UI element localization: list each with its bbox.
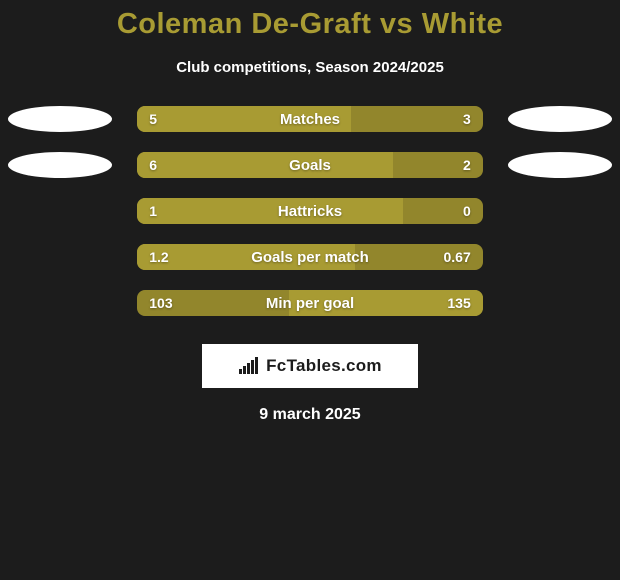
player-right-badge [508, 152, 612, 178]
stat-bar: 1 Hattricks 0 [137, 198, 483, 224]
stat-right-value: 0.67 [444, 244, 471, 270]
stat-bar: 103 Min per goal 135 [137, 290, 483, 316]
stat-right-value: 0 [463, 198, 471, 224]
bar-chart-icon [238, 357, 260, 375]
subtitle: Club competitions, Season 2024/2025 [176, 59, 444, 76]
comparison-rows: 5 Matches 3 6 Goals 2 1 Hattri [0, 106, 620, 336]
brand-box: FcTables.com [202, 344, 418, 388]
brand-text: FcTables.com [266, 356, 382, 376]
stat-row: 5 Matches 3 [0, 106, 620, 132]
infographic-container: Coleman De-Graft vs White Club competiti… [0, 0, 620, 424]
brand-text-prefix: Fc [266, 356, 286, 375]
stat-row: 6 Goals 2 [0, 152, 620, 178]
stat-bar: 5 Matches 3 [137, 106, 483, 132]
stat-bar: 1.2 Goals per match 0.67 [137, 244, 483, 270]
stat-label: Goals [137, 152, 483, 178]
stat-label: Goals per match [137, 244, 483, 270]
stat-row: 103 Min per goal 135 [0, 290, 620, 316]
player-left-badge [8, 106, 112, 132]
stat-right-value: 3 [463, 106, 471, 132]
stat-label: Min per goal [137, 290, 483, 316]
date-label: 9 march 2025 [259, 406, 360, 424]
stat-label: Hattricks [137, 198, 483, 224]
stat-bar: 6 Goals 2 [137, 152, 483, 178]
stat-label: Matches [137, 106, 483, 132]
stat-row: 1 Hattricks 0 [0, 198, 620, 224]
page-title: Coleman De-Graft vs White [117, 8, 503, 41]
brand-text-main: Tables.com [287, 356, 382, 375]
player-right-badge [508, 106, 612, 132]
player-left-badge [8, 152, 112, 178]
stat-right-value: 2 [463, 152, 471, 178]
stat-row: 1.2 Goals per match 0.67 [0, 244, 620, 270]
stat-right-value: 135 [447, 290, 470, 316]
